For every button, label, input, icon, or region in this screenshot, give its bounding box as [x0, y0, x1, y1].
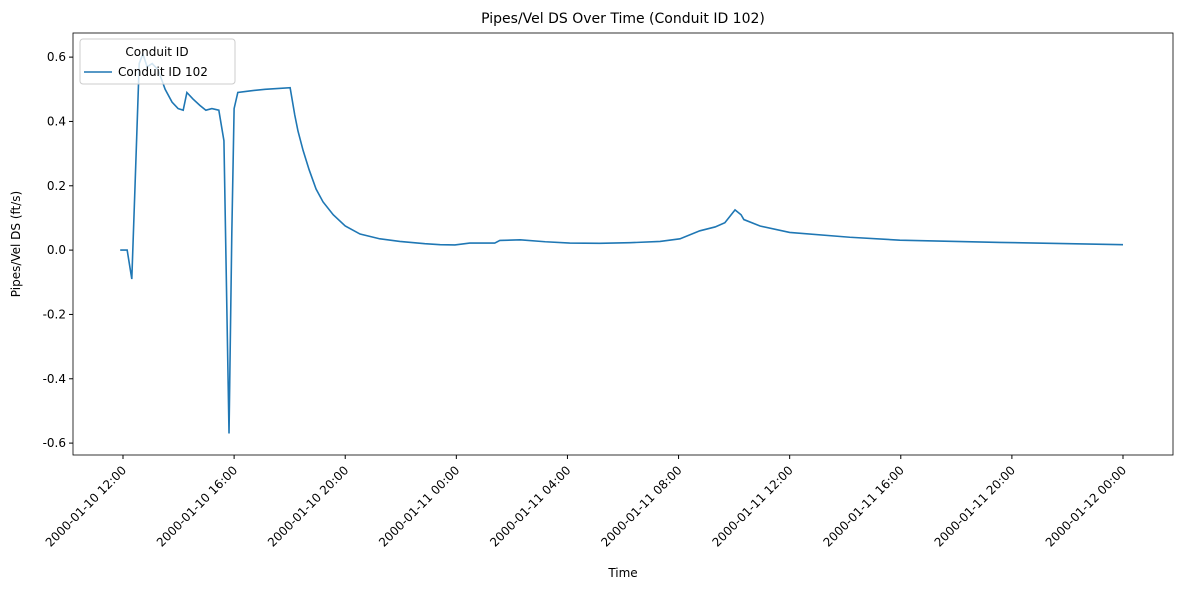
x-tick-label: 2000-01-12 00:00	[1043, 463, 1129, 549]
x-tick-label: 2000-01-11 04:00	[487, 463, 573, 549]
x-tick-label: 2000-01-10 16:00	[154, 463, 240, 549]
line-series	[120, 51, 1124, 434]
legend-title: Conduit ID	[125, 45, 188, 59]
y-tick-label: -0.2	[43, 307, 66, 321]
x-tick-label: 2000-01-11 16:00	[821, 463, 907, 549]
x-tick-label: 2000-01-10 12:00	[43, 463, 129, 549]
x-axis-label: Time	[607, 566, 637, 580]
x-tick-label: 2000-01-11 20:00	[932, 463, 1018, 549]
y-axis-label: Pipes/Vel DS (ft/s)	[9, 191, 23, 297]
plot-frame	[72, 32, 1174, 456]
y-tick-label: 0.2	[47, 179, 66, 193]
legend-label: Conduit ID 102	[118, 65, 208, 79]
y-tick-label: -0.4	[43, 372, 66, 386]
chart-title: Pipes/Vel DS Over Time (Conduit ID 102)	[481, 11, 765, 27]
x-tick-label: 2000-01-11 08:00	[598, 463, 684, 549]
x-tick-label: 2000-01-11 12:00	[709, 463, 795, 549]
x-tick-label: 2000-01-10 20:00	[265, 463, 351, 549]
y-tick-label: 0.4	[47, 114, 66, 128]
y-tick-label: 0.6	[47, 50, 66, 64]
y-tick-label: -0.6	[43, 436, 66, 450]
legend-box	[79, 38, 236, 85]
y-tick-label: 0.0	[47, 243, 66, 257]
x-tick-label: 2000-01-11 00:00	[376, 463, 462, 549]
